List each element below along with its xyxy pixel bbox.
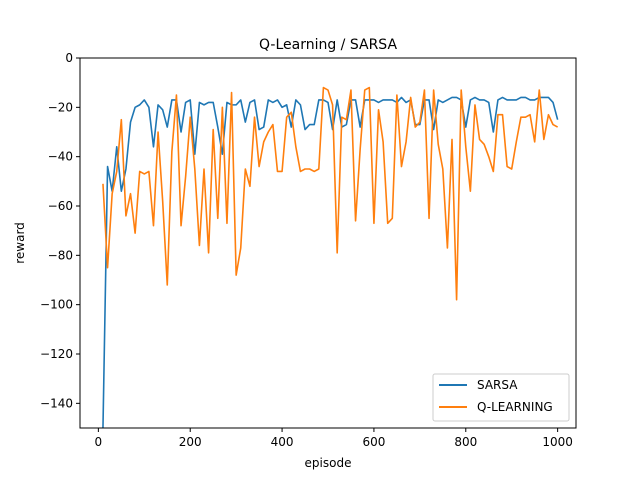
legend-label-q-learning: Q-LEARNING (477, 400, 553, 414)
legend-label-sarsa: SARSA (477, 378, 518, 392)
series-line-q-learning (102, 86, 559, 301)
y-tick-label: −120 (40, 347, 73, 361)
y-tick-label: −80 (48, 248, 73, 262)
x-tick-label: 600 (362, 435, 385, 449)
x-tick-label: 1000 (542, 435, 573, 449)
y-axis-label: reward (13, 222, 27, 264)
legend: SARSA Q-LEARNING (432, 373, 570, 422)
plot-area (80, 58, 576, 428)
x-axis-ticks: 0 200 400 600 800 1000 (95, 428, 573, 449)
x-tick-label: 0 (95, 435, 103, 449)
y-axis-ticks: 0 −20 −40 −60 −80 −100 −120 −140 (40, 51, 80, 410)
chart-title: Q-Learning / SARSA (259, 37, 397, 53)
plot-frame (79, 57, 577, 429)
series-layer (102, 86, 559, 429)
x-tick-label: 200 (179, 435, 202, 449)
x-axis-label: episode (305, 456, 352, 470)
series-line-sarsa (102, 96, 559, 429)
y-tick-label: −20 (48, 100, 73, 114)
x-tick-label: 800 (454, 435, 477, 449)
y-tick-label: 0 (65, 51, 73, 65)
x-tick-label: 400 (271, 435, 294, 449)
y-tick-label: −140 (40, 396, 73, 410)
y-tick-label: −40 (48, 150, 73, 164)
y-tick-label: −100 (40, 298, 73, 312)
y-tick-label: −60 (48, 199, 73, 213)
